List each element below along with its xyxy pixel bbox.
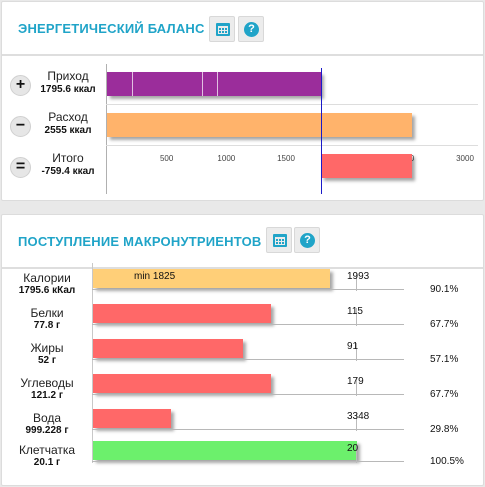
energy-row-value: -759.4 ккал [41,166,95,177]
macro-row-label: Вода [32,411,62,425]
macro-percent: 29.8% [430,424,459,435]
energy-row-2: − Расход 2555 ккал [6,106,102,146]
macro-target-tick [356,343,357,361]
macro-row-label: Углеводы [20,376,74,390]
macro-row-label: Жиры [30,341,64,355]
macro-target-tick [356,445,357,463]
macro-baseline [92,413,404,431]
macro-target-value: 20 [347,443,359,454]
macros-panel-title: ПОСТУПЛЕНИЕ МАКРОНУТРИЕНТОВ [18,234,262,249]
macro-row-value: 52 г [37,355,57,366]
energy-axis-line [106,64,107,194]
energy-panel-title: ЭНЕРГЕТИЧЕСКИЙ БАЛАНС [18,21,205,36]
energy-row-label: Итого [52,151,84,165]
macro-target-value: 179 [347,376,364,387]
energy-row-value: 1795.6 ккал [40,84,96,95]
macro-target-tick [356,273,357,291]
macro-target-tick [356,378,357,396]
macro-percent: 67.7% [430,319,459,330]
macro-target-tick [356,413,357,431]
macro-bar [93,441,358,460]
macro-bar [93,374,272,393]
energy-bar [107,113,412,137]
macro-percent: 57.1% [430,354,459,365]
macro-baseline [92,445,404,463]
energy-calendar-button[interactable] [209,16,235,42]
macros-panel-header: ПОСТУПЛЕНИЕ МАКРОНУТРИЕНТОВ ? [2,215,483,269]
energy-help-button[interactable]: ? [238,16,264,42]
total-toggle-button[interactable]: = [10,157,31,178]
macro-baseline [92,273,404,291]
energy-row-3: = Итого -759.4 ккал [6,147,102,187]
macro-bar [93,409,172,428]
macro-row-label: Белки [30,306,64,320]
macro-min-label: min 1825 [134,271,176,282]
energy-balance-panel: ЭНЕРГЕТИЧЕСКИЙ БАЛАНС ? [1,1,484,201]
energy-row-label: Приход [47,69,89,83]
macros-calendar-button[interactable] [266,227,292,253]
energy-tick-label: 3000 [456,154,474,163]
macro-row-value: 1795.6 кКал [18,285,76,296]
macro-row-value: 121.2 г [31,390,63,401]
calendar-icon [216,23,230,36]
question-icon: ? [300,233,315,248]
macro-bar [93,304,272,323]
energy-row-label: Расход [48,110,88,124]
macro-target-value: 115 [347,306,363,317]
macro-bar [93,339,244,358]
macro-target-value: 3348 [347,411,370,422]
macros-axis-line [92,263,93,463]
macro-percent: 67.7% [430,389,459,400]
macro-target-value: 91 [347,341,359,352]
macro-baseline [92,343,404,361]
energy-tick-label: 1000 [217,154,236,163]
energy-bar [321,154,412,178]
energy-row-divider [106,104,478,105]
bar-segment-divider [132,72,133,96]
energy-bar [107,72,322,96]
macro-target-tick [356,308,357,326]
energy-tick-label: 1500 [277,154,295,163]
energy-row-1: + Приход 1795.6 ккал [6,65,102,105]
macro-baseline [92,308,404,326]
energy-income-marker [321,68,323,194]
macro-row-value: 999.228 г [25,425,69,436]
macro-bar [93,269,330,288]
bar-segment-divider [217,72,218,96]
macro-percent: 100.5% [430,456,464,467]
macros-help-button[interactable]: ? [294,227,320,253]
energy-row-value: 2555 ккал [44,125,92,136]
energy-tick-label: 500 [159,154,174,163]
macro-row-label: Клетчатка [18,443,76,457]
energy-panel-header: ЭНЕРГЕТИЧЕСКИЙ БАЛАНС ? [2,2,483,56]
macro-row-value: 20.1 г [33,457,61,468]
expense-toggle-button[interactable]: − [10,116,31,137]
macro-row-label: Калории [23,271,71,285]
income-toggle-button[interactable]: + [10,75,31,96]
calendar-icon [273,234,287,247]
bar-segment-divider [202,72,203,96]
macro-percent: 90.1% [430,284,459,295]
question-icon: ? [244,22,259,37]
macro-baseline [92,378,404,396]
macro-row-value: 77.8 г [33,320,61,331]
macro-target-value: 1993 [347,271,370,282]
energy-row-divider [106,145,478,146]
